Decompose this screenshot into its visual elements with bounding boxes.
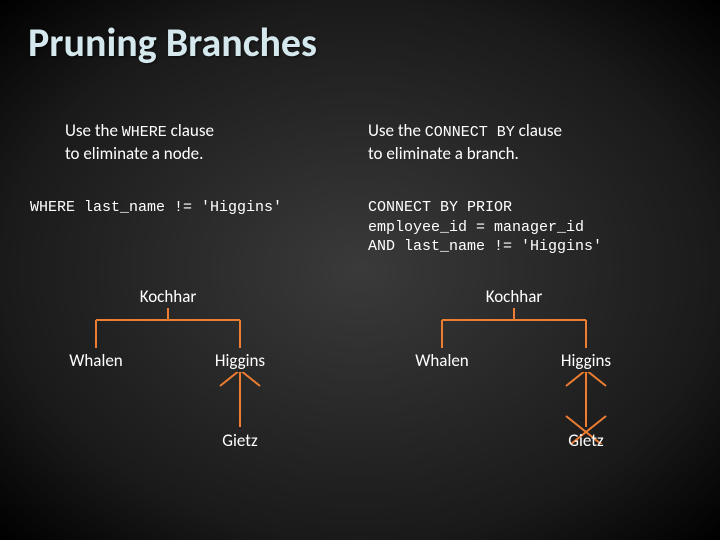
left-node-higgins: Higgins	[200, 350, 280, 371]
left-node-kochhar: Kochhar	[128, 286, 208, 307]
left-desc-post: clause	[167, 120, 214, 141]
left-desc-pre: Use the	[65, 120, 122, 141]
left-desc-line2: to eliminate a node.	[65, 143, 203, 164]
left-description: Use the WHERE clause to eliminate a node…	[65, 120, 214, 164]
right-description: Use the CONNECT BY clause to eliminate a…	[368, 120, 562, 164]
left-node-gietz: Gietz	[200, 430, 280, 451]
right-desc-pre: Use the	[368, 120, 425, 141]
slide-title: Pruning Branches	[28, 18, 317, 67]
right-desc-code: CONNECT BY	[425, 124, 515, 141]
right-desc-line2: to eliminate a branch.	[368, 143, 519, 164]
right-desc-post: clause	[515, 120, 562, 141]
left-node-whalen: Whalen	[56, 350, 136, 371]
right-code: CONNECT BY PRIOR employee_id = manager_i…	[368, 198, 602, 257]
left-desc-code: WHERE	[122, 124, 167, 141]
right-node-gietz: Gietz	[546, 430, 626, 451]
left-code: WHERE last_name != 'Higgins'	[30, 198, 282, 218]
right-node-kochhar: Kochhar	[474, 286, 554, 307]
right-node-higgins: Higgins	[546, 350, 626, 371]
right-node-whalen: Whalen	[402, 350, 482, 371]
